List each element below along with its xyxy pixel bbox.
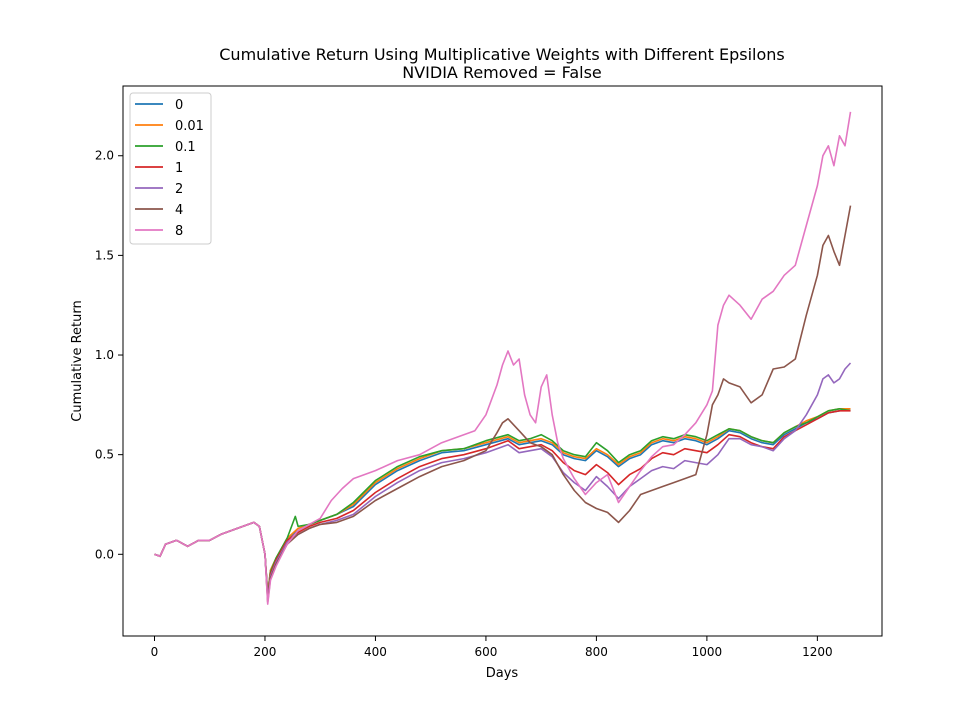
chart-subtitle: NVIDIA Removed = False [402, 63, 602, 82]
y-tick-label-2: 1.0 [95, 348, 114, 362]
legend-label-3: 1 [175, 161, 183, 176]
x-tick-label-3: 600 [474, 645, 497, 659]
legend-box [129, 92, 212, 245]
y-tick-label-4: 2.0 [95, 149, 114, 163]
legend-label-4: 2 [175, 182, 183, 197]
series-layer [154, 111, 852, 605]
x-tick-label-2: 400 [364, 645, 387, 659]
series-line-6 [154, 111, 852, 605]
y-axis: 0.0 0.5 1.0 1.5 2.0 [95, 149, 123, 561]
x-tick-label-0: 0 [151, 645, 159, 659]
legend-label-0: 0 [175, 98, 183, 113]
legend: 0 0.01 0.1 1 2 4 8 [129, 92, 212, 245]
plot-area [122, 85, 883, 637]
chart-title: Cumulative Return Using Multiplicative W… [219, 45, 785, 64]
y-tick-label-3: 1.5 [95, 248, 114, 262]
x-axis: 0 200 400 600 800 1000 1200 [151, 636, 833, 659]
y-axis-label: Cumulative Return [70, 300, 85, 421]
legend-label-5: 4 [175, 203, 183, 218]
x-tick-label-5: 1000 [692, 645, 723, 659]
y-tick-label-1: 0.5 [95, 448, 114, 462]
legend-label-6: 8 [175, 224, 183, 239]
legend-label-1: 0.01 [175, 119, 204, 134]
x-axis-label: Days [486, 666, 519, 681]
x-tick-label-6: 1200 [802, 645, 833, 659]
legend-label-2: 0.1 [175, 140, 196, 155]
y-tick-label-0: 0.0 [95, 547, 114, 561]
x-tick-label-1: 200 [254, 645, 277, 659]
plot-frame [122, 85, 883, 637]
x-tick-label-4: 800 [585, 645, 608, 659]
